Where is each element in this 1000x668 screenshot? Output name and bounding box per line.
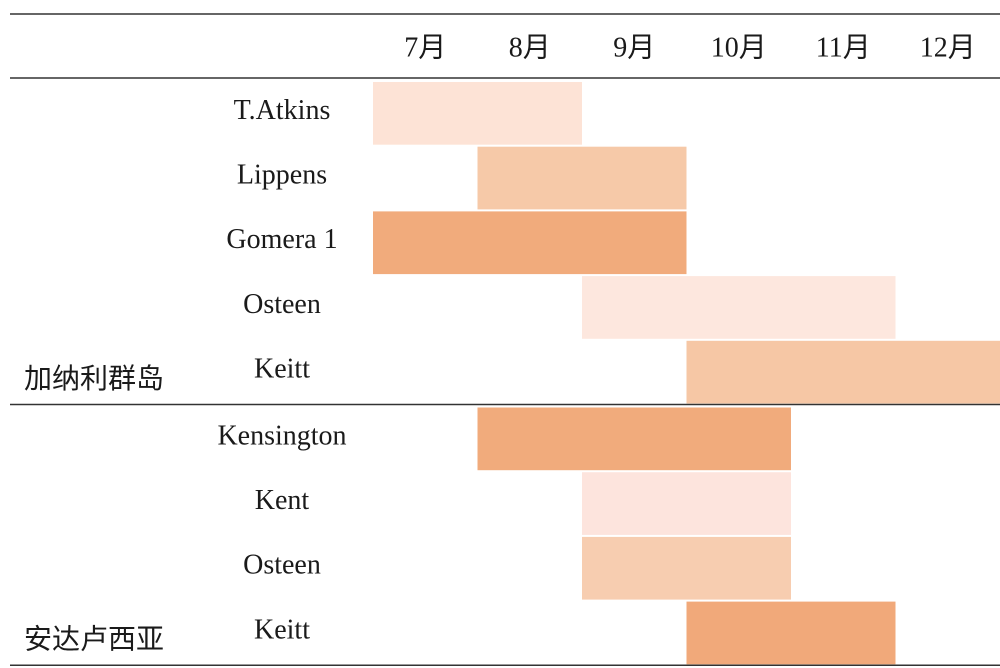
bar bbox=[686, 340, 1000, 404]
row-label: Lippens bbox=[237, 159, 327, 190]
row-label: Osteen bbox=[243, 289, 321, 320]
row-label: Kensington bbox=[217, 420, 346, 451]
x-tick-label: 11月 bbox=[816, 32, 871, 63]
x-tick-label: 12月 bbox=[920, 32, 976, 63]
bar bbox=[582, 536, 791, 600]
row-label: Kent bbox=[255, 485, 310, 516]
bar bbox=[686, 601, 896, 665]
bar bbox=[477, 146, 687, 210]
group-label: 安达卢西亚 bbox=[24, 624, 164, 656]
row-label: Gomera 1 bbox=[226, 224, 337, 255]
x-tick-label: 7月 bbox=[404, 32, 446, 63]
bar bbox=[373, 211, 687, 275]
bar bbox=[582, 276, 896, 339]
group-label: 加纳利群岛 bbox=[24, 363, 164, 395]
row-label: T.Atkins bbox=[234, 95, 331, 126]
x-tick-label: 8月 bbox=[509, 32, 551, 63]
row-label: Osteen bbox=[243, 550, 321, 581]
row-label: Keitt bbox=[254, 354, 310, 385]
x-tick-label: 9月 bbox=[613, 32, 655, 63]
row-label: Keitt bbox=[254, 614, 310, 645]
bar bbox=[582, 472, 791, 535]
bar bbox=[373, 82, 582, 145]
bar bbox=[477, 407, 791, 471]
x-tick-label: 10月 bbox=[711, 32, 767, 63]
